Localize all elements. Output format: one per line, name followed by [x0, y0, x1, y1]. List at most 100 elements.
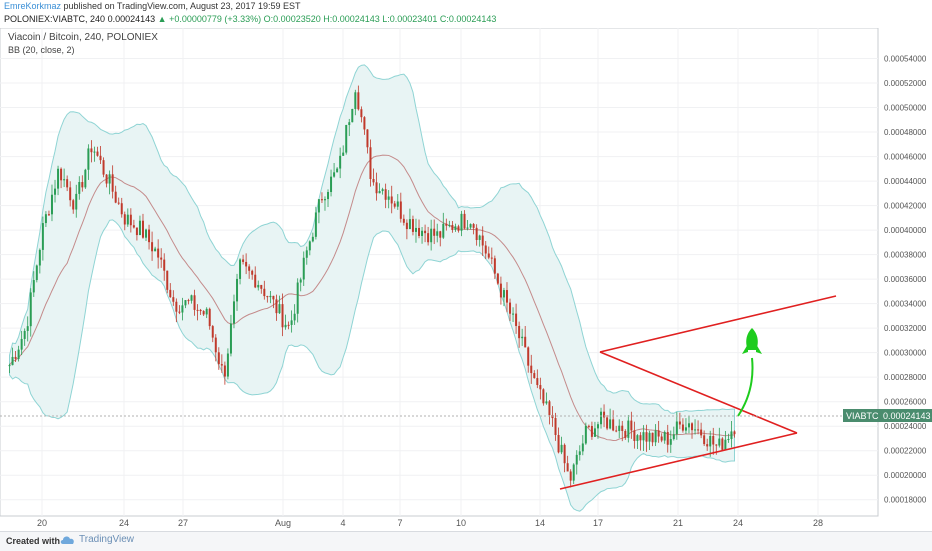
candle-body	[502, 290, 505, 298]
candle-body	[524, 336, 527, 348]
candle-body	[111, 174, 114, 192]
candle-body	[399, 201, 402, 219]
rocket-icon	[742, 328, 762, 354]
publish-line: EmreKorkmaz published on TradingView.com…	[4, 1, 301, 11]
candle-body	[14, 356, 17, 359]
candle-body	[166, 270, 169, 290]
candle-body	[260, 284, 263, 289]
candle-body	[666, 431, 669, 445]
candle-body	[251, 270, 254, 275]
candle-body	[193, 295, 196, 310]
candle-body	[257, 284, 260, 288]
candle-body	[545, 401, 548, 404]
candle-body	[372, 179, 375, 183]
candle-body	[575, 454, 578, 465]
candle-body	[533, 373, 536, 379]
candle-body	[342, 152, 345, 156]
tradingview-logo[interactable]: TradingView	[60, 534, 134, 545]
candle-body	[606, 417, 609, 429]
candle-body	[442, 223, 445, 238]
y-tick-label: 0.00018000	[884, 496, 927, 505]
candle-body	[135, 227, 138, 236]
ohlc-text: O:0.00023520 H:0.00024143 L:0.00023401 C…	[263, 14, 497, 24]
candle-body	[69, 187, 72, 201]
candle-body	[351, 108, 354, 123]
candle-body	[254, 274, 257, 288]
candle-body	[26, 326, 29, 331]
candles	[8, 85, 736, 488]
candle-body	[718, 438, 721, 446]
candle-body	[612, 419, 615, 431]
candle-body	[687, 423, 690, 428]
y-tick-label: 0.00020000	[884, 471, 927, 480]
candle-body	[427, 233, 430, 243]
candle-body	[566, 463, 569, 472]
y-tick-label: 0.00038000	[884, 251, 927, 260]
y-tick-label: 0.00042000	[884, 202, 927, 211]
candle-body	[78, 182, 81, 194]
x-tick-label: 10	[456, 518, 466, 528]
price-chart[interactable]: 0.00018000 0.00020000 0.00022000 0.00024000…	[0, 28, 932, 530]
candle-body	[132, 225, 135, 228]
candle-body	[639, 435, 642, 441]
candle-body	[381, 189, 384, 192]
candle-body	[11, 356, 14, 366]
x-tick-label: 27	[178, 518, 188, 528]
candle-body	[390, 196, 393, 204]
plot-area	[0, 28, 879, 517]
candle-body	[715, 444, 718, 446]
candle-body	[521, 336, 524, 339]
x-tick-label: 4	[340, 518, 345, 528]
candle-body	[730, 431, 733, 439]
candle-body	[157, 248, 160, 258]
candle-body	[487, 253, 490, 258]
candle-body	[287, 324, 290, 326]
candle-body	[187, 300, 190, 302]
price-tag-value: 0.00024143	[883, 411, 931, 421]
candle-body	[505, 290, 508, 303]
candle-body	[81, 182, 84, 188]
brand-text: TradingView	[79, 534, 135, 545]
candle-body	[320, 199, 323, 201]
x-tick-label: 24	[119, 518, 129, 528]
candle-body	[627, 420, 630, 438]
candle-body	[202, 311, 205, 315]
candle-body	[499, 283, 502, 298]
candle-body	[281, 304, 284, 328]
candle-body	[478, 235, 481, 240]
candle-body	[263, 288, 266, 297]
candle-body	[333, 172, 336, 177]
y-tick-label: 0.00052000	[884, 79, 927, 88]
candle-body	[593, 428, 596, 437]
candle-body	[305, 250, 308, 258]
y-tick-label: 0.00044000	[884, 177, 927, 186]
candle-body	[672, 434, 675, 440]
candle-body	[41, 223, 44, 250]
last-price: 0.00024143	[107, 14, 156, 24]
candle-body	[72, 200, 75, 210]
candle-body	[536, 378, 539, 386]
candle-body	[357, 92, 360, 110]
candle-body	[609, 419, 612, 429]
author-link[interactable]: EmreKorkmaz	[4, 1, 62, 11]
x-tick-label: Aug	[275, 518, 291, 528]
resistance-line	[599, 351, 798, 434]
candle-body	[418, 227, 421, 236]
candle-body	[284, 324, 287, 328]
bollinger-basis	[9, 154, 735, 442]
y-tick-label: 0.00048000	[884, 128, 927, 137]
candle-body	[278, 304, 281, 314]
change-text: +0.00000779 (+3.33%)	[169, 14, 262, 24]
candle-body	[369, 147, 372, 180]
candle-body	[87, 148, 90, 170]
candle-body	[50, 194, 53, 215]
candle-body	[105, 174, 108, 184]
y-tick-label: 0.00022000	[884, 447, 927, 456]
candle-body	[581, 443, 584, 452]
candle-body	[469, 224, 472, 228]
candle-body	[630, 420, 633, 431]
candle-body	[484, 245, 487, 254]
candle-body	[314, 212, 317, 237]
candle-body	[129, 214, 132, 226]
candle-body	[172, 297, 175, 302]
